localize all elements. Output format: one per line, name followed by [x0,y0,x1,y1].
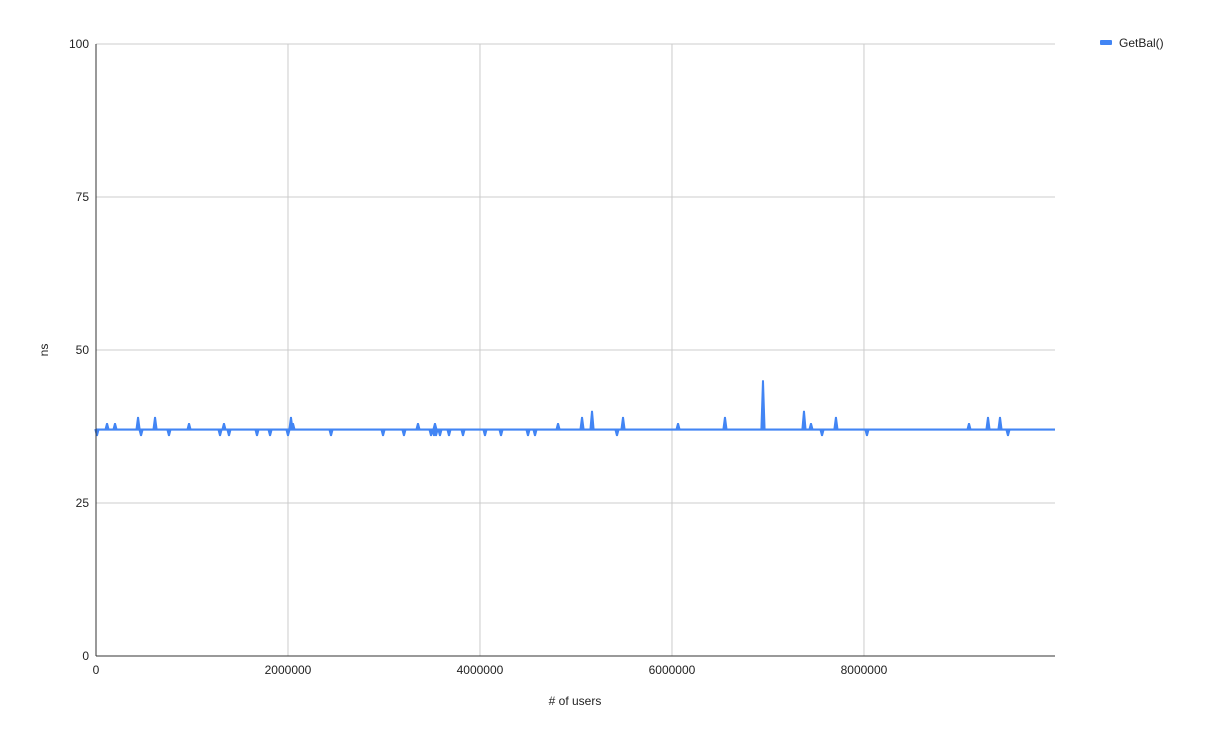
data-point [138,429,144,437]
data-point [152,416,158,430]
data-point [94,429,100,437]
data-point [432,423,438,430]
y-tick-label: 50 [76,343,90,357]
data-point [760,380,766,430]
data-point [217,429,223,437]
data-point [285,429,291,437]
series-getbal [94,380,1055,437]
data-point [819,429,825,437]
y-tick-labels: 0 25 50 75 100 [69,37,89,663]
data-point [614,429,620,437]
legend[interactable]: GetBal() [1100,36,1164,50]
data-point [415,423,421,430]
data-point [328,429,334,437]
data-point [267,429,273,437]
data-point [380,429,386,437]
data-point [166,429,172,437]
x-tick-label: 0 [93,663,100,677]
x-tick-label: 2000000 [265,663,312,677]
data-point [966,423,972,430]
data-point [498,429,504,437]
legend-label: GetBal() [1119,36,1164,50]
data-point [135,416,141,430]
data-point [221,423,227,430]
data-point [254,429,260,437]
y-tick-label: 75 [76,190,90,204]
data-point [1005,429,1011,437]
data-point [437,429,443,437]
x-tick-label: 6000000 [649,663,696,677]
data-point [722,416,728,430]
gridlines [96,43,1055,656]
x-tick-labels: 0 2000000 4000000 6000000 8000000 [93,663,888,677]
x-tick-label: 8000000 [841,663,888,677]
data-point [589,410,595,430]
data-point [186,423,192,430]
data-point [579,416,585,430]
data-point [620,416,626,430]
y-axis-label: ns [37,344,51,357]
data-point [482,429,488,437]
data-point [460,429,466,437]
data-point [555,423,561,430]
data-point [104,423,110,430]
data-point [112,423,118,430]
data-point [226,429,232,437]
y-tick-label: 0 [82,649,89,663]
y-tick-label: 25 [76,496,90,510]
data-point [675,423,681,430]
data-point [833,416,839,430]
x-axis-label: # of users [549,694,602,708]
data-point [290,423,296,430]
legend-swatch [1100,40,1112,45]
data-point [525,429,531,437]
x-tick-label: 4000000 [457,663,504,677]
data-point [801,410,807,430]
data-point [532,429,538,437]
data-point [864,429,870,437]
data-point [808,423,814,430]
data-point [401,429,407,437]
data-point [433,429,439,437]
data-point [446,429,452,437]
data-point [997,416,1003,430]
y-tick-label: 100 [69,37,89,51]
data-point [985,416,991,430]
